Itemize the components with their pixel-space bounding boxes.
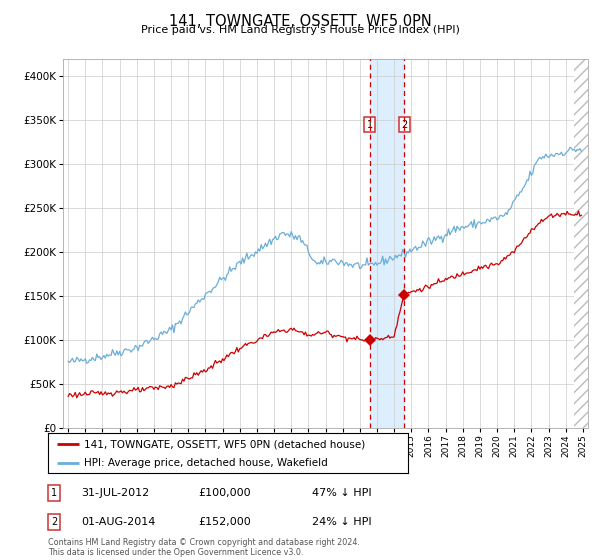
- Bar: [370, 59, 404, 428]
- Text: 24% ↓ HPI: 24% ↓ HPI: [312, 517, 371, 527]
- Text: Contains HM Land Registry data © Crown copyright and database right 2024.
This d: Contains HM Land Registry data © Crown c…: [48, 538, 360, 557]
- Text: HPI: Average price, detached house, Wakefield: HPI: Average price, detached house, Wake…: [84, 458, 328, 468]
- Text: 1: 1: [51, 488, 57, 498]
- Text: Price paid vs. HM Land Registry's House Price Index (HPI): Price paid vs. HM Land Registry's House …: [140, 25, 460, 35]
- Bar: [574, 59, 588, 428]
- Text: 01-AUG-2014: 01-AUG-2014: [81, 517, 155, 527]
- Text: 2: 2: [51, 517, 57, 527]
- Text: 141, TOWNGATE, OSSETT, WF5 0PN (detached house): 141, TOWNGATE, OSSETT, WF5 0PN (detached…: [84, 439, 365, 449]
- Text: 31-JUL-2012: 31-JUL-2012: [81, 488, 149, 498]
- Text: £100,000: £100,000: [198, 488, 251, 498]
- Text: £152,000: £152,000: [198, 517, 251, 527]
- Text: 47% ↓ HPI: 47% ↓ HPI: [312, 488, 371, 498]
- Text: 141, TOWNGATE, OSSETT, WF5 0PN: 141, TOWNGATE, OSSETT, WF5 0PN: [169, 14, 431, 29]
- Text: 1: 1: [367, 120, 373, 130]
- Text: 2: 2: [401, 120, 407, 130]
